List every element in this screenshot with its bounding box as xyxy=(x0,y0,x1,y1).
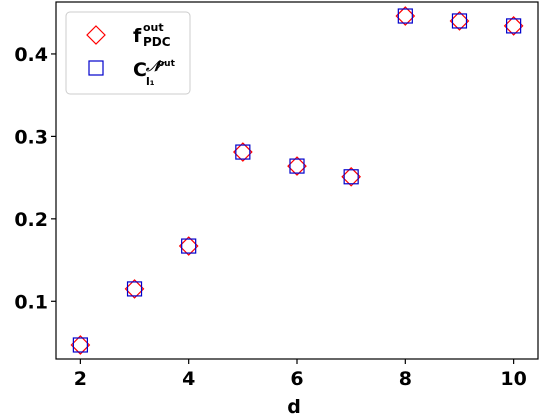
legend-item-series-2: C 𝒩 out l₁ xyxy=(88,57,176,88)
x-tick-label: 8 xyxy=(399,368,412,390)
legend-series-1-main: f xyxy=(133,25,142,47)
square-marker xyxy=(72,337,88,353)
legend-series-2-sup-script: 𝒩 xyxy=(145,57,165,75)
legend-series-1-sup: out xyxy=(143,21,164,34)
square-marker xyxy=(289,158,305,174)
diamond-marker xyxy=(124,279,145,299)
legend-item-series-1: f out PDC xyxy=(86,21,171,49)
diamond-marker xyxy=(341,166,362,187)
x-axis-ticks: 2 4 6 8 10 xyxy=(74,359,527,390)
y-tick-label: 0.1 xyxy=(14,291,48,313)
legend-series-1-sub: PDC xyxy=(143,35,171,49)
legend: f out PDC C 𝒩 out l₁ xyxy=(65,11,191,95)
data-points xyxy=(70,6,524,355)
diamond-marker xyxy=(232,142,253,162)
y-tick-label: 0.2 xyxy=(14,209,48,231)
diamond-marker xyxy=(503,16,524,36)
x-tick-label: 4 xyxy=(182,368,195,390)
square-marker xyxy=(397,8,413,24)
square-marker xyxy=(451,13,468,29)
y-tick-label: 0.3 xyxy=(14,126,48,148)
y-axis-ticks: 0.1 0.2 0.3 0.4 xyxy=(14,44,56,313)
square-marker xyxy=(126,281,143,297)
square-marker xyxy=(506,18,522,34)
legend-diamond-marker xyxy=(86,25,106,45)
legend-series-2-main: C xyxy=(133,59,147,81)
x-axis-label: d xyxy=(287,396,301,418)
legend-series-2-sub: l₁ xyxy=(146,75,155,88)
diamond-marker xyxy=(287,156,307,176)
diamond-marker xyxy=(178,236,199,256)
x-tick-label: 10 xyxy=(500,368,526,390)
square-marker xyxy=(235,144,251,160)
square-marker xyxy=(343,169,359,185)
square-marker xyxy=(181,238,197,254)
x-tick-label: 6 xyxy=(290,368,303,390)
diamond-marker xyxy=(449,11,470,31)
svg-text:f: f xyxy=(133,25,142,47)
legend-square-marker xyxy=(88,60,104,76)
diamond-marker xyxy=(395,6,416,26)
x-tick-label: 2 xyxy=(74,368,87,390)
legend-series-2-sup: out xyxy=(158,59,176,69)
legend-box xyxy=(65,11,191,95)
diamond-marker xyxy=(70,335,91,355)
y-tick-label: 0.4 xyxy=(14,44,48,66)
